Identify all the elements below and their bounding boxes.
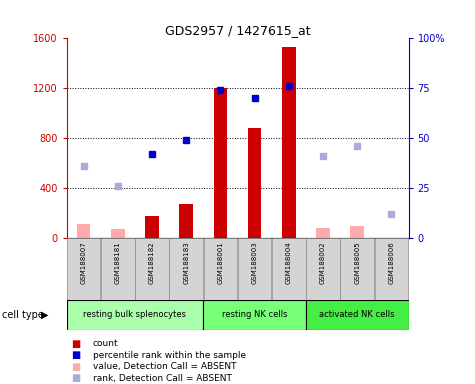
Text: ■: ■ [71, 362, 80, 372]
Bar [306, 300, 408, 330]
Text: ▶: ▶ [41, 310, 49, 320]
Bar [66, 300, 203, 330]
Text: GSM188005: GSM188005 [354, 241, 360, 284]
Bar [204, 238, 237, 300]
Bar [180, 204, 193, 238]
Text: value, Detection Call = ABSENT: value, Detection Call = ABSENT [93, 362, 236, 371]
Bar [170, 238, 203, 300]
Text: GSM188007: GSM188007 [81, 241, 86, 284]
Text: resting NK cells: resting NK cells [222, 310, 287, 319]
Bar [238, 238, 271, 300]
Text: count: count [93, 339, 118, 348]
Text: GSM188003: GSM188003 [252, 241, 257, 284]
Bar [341, 238, 374, 300]
Bar [77, 224, 90, 238]
Text: activated NK cells: activated NK cells [320, 310, 395, 319]
Text: GSM188004: GSM188004 [286, 241, 292, 284]
Bar [214, 88, 227, 238]
Text: cell type: cell type [2, 310, 44, 320]
Bar [375, 238, 408, 300]
Bar [272, 238, 305, 300]
Text: ■: ■ [71, 339, 80, 349]
Bar [203, 300, 306, 330]
Text: GSM188182: GSM188182 [149, 241, 155, 284]
Bar [135, 238, 169, 300]
Text: ■: ■ [71, 350, 80, 360]
Bar [67, 238, 100, 300]
Title: GDS2957 / 1427615_at: GDS2957 / 1427615_at [165, 24, 310, 37]
Text: resting bulk splenocytes: resting bulk splenocytes [84, 310, 186, 319]
Text: GSM188183: GSM188183 [183, 241, 189, 284]
Bar [248, 128, 261, 238]
Bar [351, 226, 364, 238]
Text: GSM188006: GSM188006 [389, 241, 394, 284]
Text: percentile rank within the sample: percentile rank within the sample [93, 351, 246, 360]
Text: GSM188181: GSM188181 [115, 241, 121, 284]
Bar [316, 228, 330, 238]
Bar [306, 238, 340, 300]
Bar [111, 229, 124, 238]
Text: GSM188002: GSM188002 [320, 241, 326, 284]
Text: GSM188001: GSM188001 [218, 241, 223, 284]
Bar [145, 216, 159, 238]
Bar [101, 238, 134, 300]
Text: ■: ■ [71, 373, 80, 383]
Text: rank, Detection Call = ABSENT: rank, Detection Call = ABSENT [93, 374, 231, 383]
Bar [282, 47, 295, 238]
